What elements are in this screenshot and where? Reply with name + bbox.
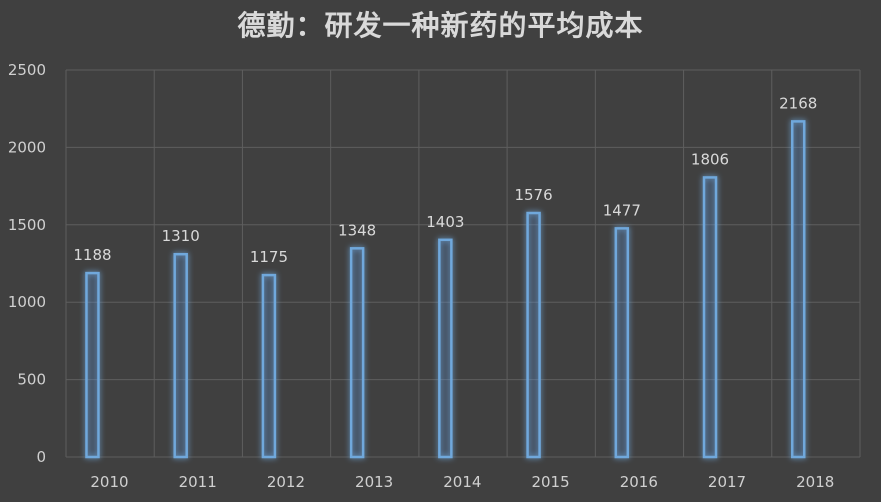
x-tick-label: 2017 <box>708 473 746 491</box>
data-label: 1175 <box>250 248 288 266</box>
x-tick-label: 2010 <box>90 473 128 491</box>
bar <box>790 120 806 459</box>
x-tick-label: 2016 <box>620 473 658 491</box>
x-tick-label: 2013 <box>355 473 393 491</box>
bar-layer <box>85 120 806 459</box>
data-label: 1310 <box>162 227 200 245</box>
x-tick-label: 2012 <box>267 473 305 491</box>
data-label: 1806 <box>691 150 729 168</box>
bar <box>526 211 541 459</box>
y-tick-label: 2000 <box>8 138 46 156</box>
data-label: 1403 <box>426 213 464 231</box>
bar <box>349 247 365 459</box>
data-label: 1348 <box>338 221 376 239</box>
data-label: 2168 <box>779 94 817 112</box>
data-label: 1477 <box>603 201 641 219</box>
bar <box>85 271 100 459</box>
bar <box>702 176 718 459</box>
label-layer: 0 500 1000 1500 2000 2500 1188 2010 1310 2011 1175… <box>8 61 835 491</box>
data-label: 1576 <box>514 186 552 204</box>
x-tick-label: 2015 <box>531 473 569 491</box>
x-tick-label: 2018 <box>796 473 834 491</box>
bar <box>614 227 630 459</box>
y-tick-label: 1500 <box>8 216 46 234</box>
data-label: 1188 <box>73 246 111 264</box>
x-tick-label: 2011 <box>179 473 217 491</box>
bar <box>438 238 453 459</box>
y-tick-label: 0 <box>36 448 46 466</box>
grid-layer <box>65 69 861 458</box>
bar <box>173 252 188 459</box>
y-tick-label: 1000 <box>8 293 46 311</box>
chart-title: 德勤：研发一种新药的平均成本 <box>237 9 644 42</box>
bar <box>261 273 277 459</box>
y-tick-label: 500 <box>17 371 46 389</box>
x-tick-label: 2014 <box>443 473 481 491</box>
y-tick-label: 2500 <box>8 61 46 79</box>
